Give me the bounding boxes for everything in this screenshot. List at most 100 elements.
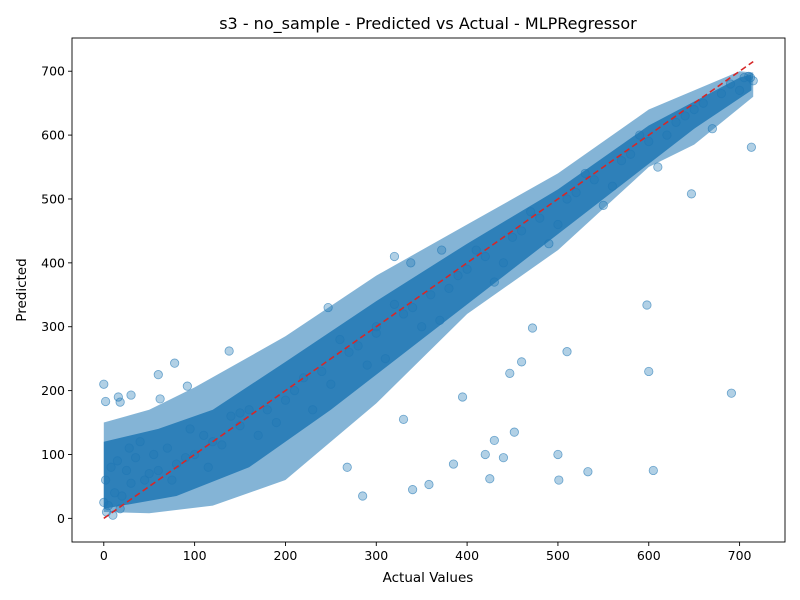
scatter-point [480, 251, 490, 262]
outlier-point [644, 366, 654, 377]
scatter-point [471, 245, 481, 255]
scatter-point [408, 302, 418, 313]
scatter-point [589, 175, 599, 185]
scatter-point [121, 465, 132, 476]
scatter-point [203, 462, 213, 472]
outlier-point [182, 381, 192, 391]
scatter-point [289, 386, 300, 396]
outlier-point [126, 390, 136, 400]
outlier-point [448, 459, 459, 469]
scatter-point [598, 200, 608, 210]
scatter-point [135, 437, 145, 447]
scatter-point [226, 411, 236, 421]
outlier-point [480, 449, 490, 460]
scatter-point [199, 430, 209, 440]
scatter-point [435, 315, 445, 325]
scatter-point [149, 449, 159, 460]
outlier-point [323, 302, 333, 313]
y-tick-label: 300 [41, 319, 65, 334]
scatter-point [553, 219, 563, 230]
outlier-point [498, 453, 509, 463]
scatter-point [417, 322, 427, 332]
scatter-point [344, 347, 354, 357]
scatter-point [144, 469, 154, 479]
x-tick-label: 200 [274, 548, 298, 563]
scatter-point [734, 85, 745, 95]
outlier-point [505, 368, 515, 378]
outlier-point [406, 258, 416, 268]
scatter-point [353, 341, 363, 351]
y-tick-label: 400 [41, 255, 65, 270]
scatter-point [535, 213, 545, 223]
outlier-point [389, 251, 400, 262]
scatter-point [462, 264, 472, 274]
y-tick-label: 0 [57, 511, 65, 526]
outlier-point [155, 394, 165, 404]
scatter-point [326, 379, 336, 389]
scatter-point [217, 440, 227, 450]
outlier-point [583, 467, 593, 477]
outlier-point [642, 300, 652, 310]
scatter-point [635, 130, 645, 140]
x-tick-label: 500 [546, 548, 570, 563]
scatter-point [253, 430, 263, 440]
outlier-point [485, 474, 495, 484]
scatter-point [124, 443, 134, 453]
outlier-point [746, 142, 756, 152]
scatter-point [489, 277, 499, 287]
scatter-point [616, 156, 627, 166]
scatter-point [106, 462, 116, 472]
y-tick-label: 200 [41, 383, 65, 398]
scatter-point [185, 424, 195, 434]
scatter-point [271, 417, 281, 428]
scatter-point [526, 207, 536, 217]
scatter-point [707, 124, 717, 134]
x-tick-label: 0 [100, 548, 108, 563]
x-tick-label: 100 [183, 548, 207, 563]
chart-title: s3 - no_sample - Predicted vs Actual - M… [219, 14, 637, 34]
scatter-point [317, 366, 327, 377]
outlier-point [457, 392, 468, 402]
scatter-point [544, 239, 554, 249]
outlier-point [101, 396, 111, 407]
plot-frame [71, 37, 786, 543]
scatter-point [562, 194, 572, 204]
scatter-point [516, 226, 527, 236]
outlier-point [509, 427, 519, 437]
y-tick-label: 600 [41, 128, 65, 143]
scatter-point [126, 478, 136, 488]
x-tick-label: 300 [364, 548, 388, 563]
scatter-point [244, 405, 254, 415]
scatter-point [380, 354, 390, 364]
outlier-point [437, 245, 447, 255]
y-axis-label: Predicted [14, 258, 30, 321]
outlier-point [554, 475, 564, 485]
y-tick-label: 700 [41, 64, 65, 79]
scatter-point [99, 497, 109, 507]
outlier-point [398, 414, 409, 424]
scatter-point [498, 258, 509, 268]
scatter-point [571, 187, 581, 198]
outlier-point [342, 462, 352, 472]
scatter-point [680, 111, 690, 121]
scatter-point [389, 299, 400, 309]
scatter-point [262, 405, 272, 415]
x-tick-label: 600 [637, 548, 661, 563]
outlier-point [224, 346, 234, 356]
outlier-point [489, 435, 499, 446]
x-tick-label: 400 [455, 548, 479, 563]
scatter-point [444, 283, 454, 294]
x-tick-label: 700 [728, 548, 752, 563]
x-axis-label: Actual Values [383, 570, 474, 586]
outlier-point [527, 323, 538, 333]
scatter-point [112, 456, 123, 466]
outlier-point [115, 397, 125, 407]
scatter-point [507, 232, 518, 242]
outlier-point [686, 189, 697, 199]
scatter-point [308, 405, 318, 415]
scatter-point [744, 71, 754, 81]
scatter-point [117, 491, 127, 501]
scatter-point [140, 475, 150, 485]
y-tick-label: 100 [41, 447, 65, 462]
outlier-point [726, 388, 737, 398]
